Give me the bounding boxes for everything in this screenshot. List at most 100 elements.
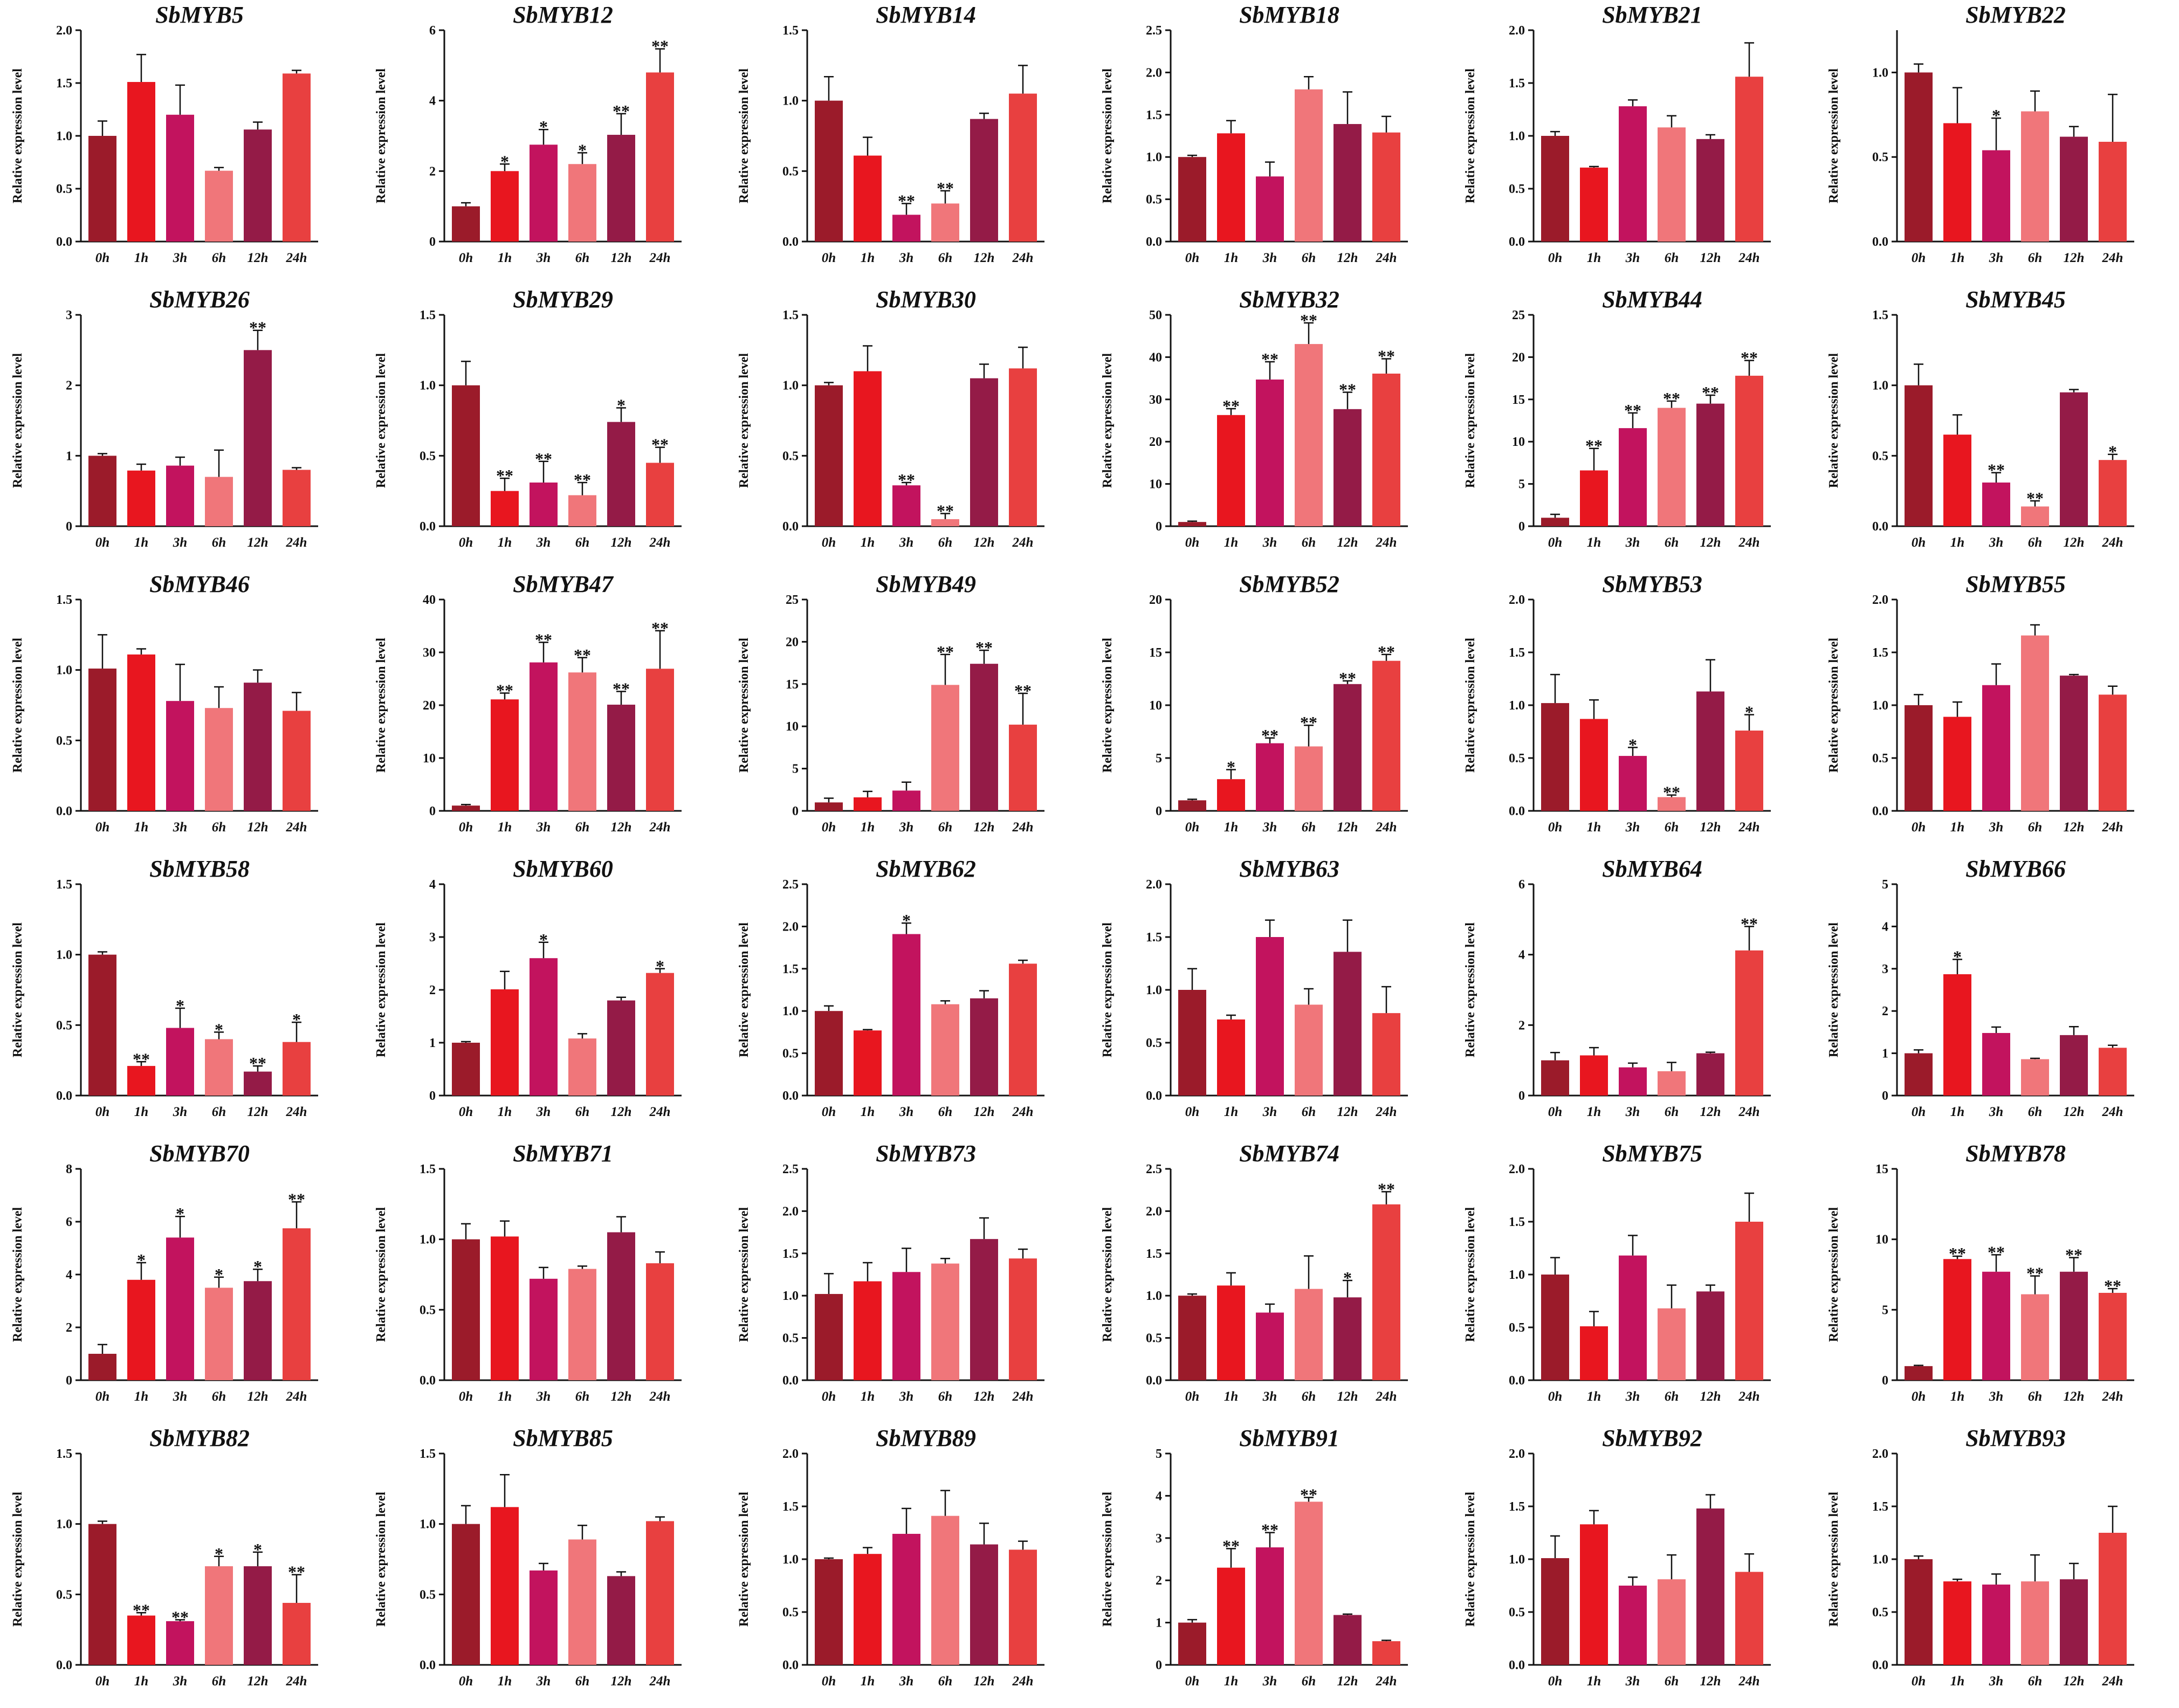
x-tick-label: 12h (611, 535, 632, 550)
y-axis-label: Relative expression level (737, 1207, 751, 1342)
x-tick-label: 1h (1587, 1674, 1601, 1689)
y-tick-label: 2 (66, 1321, 72, 1335)
x-tick-label: 3h (1625, 820, 1640, 835)
significance-marker: ** (1378, 642, 1395, 662)
x-tick-label: 1h (1224, 535, 1238, 550)
bar (452, 1043, 480, 1096)
y-axis-label: Relative expression level (737, 638, 751, 773)
x-tick-label: 24h (1738, 820, 1760, 835)
y-axis-label: Relative expression level (1101, 1207, 1115, 1342)
chart-panel: SbMYB66 Relative expression level 0 1 2 3 4 5 0h… (1827, 856, 2134, 1119)
y-tick-label: 5 (1882, 1303, 1888, 1317)
significance-marker: ** (2065, 1245, 2082, 1265)
y-tick-label: 0.5 (1872, 150, 1888, 164)
bar (127, 1066, 155, 1096)
x-tick-label: 0h (1548, 251, 1562, 265)
x-tick-label: 3h (899, 1674, 913, 1689)
y-tick-label: 1.5 (420, 1162, 436, 1176)
x-tick-label: 3h (1625, 535, 1640, 550)
y-tick-label: 1.0 (1872, 66, 1888, 80)
y-tick-label: 1.0 (1872, 1553, 1888, 1567)
x-tick-label: 0h (1548, 1674, 1562, 1689)
bar (970, 378, 998, 526)
bar (166, 1237, 194, 1380)
x-tick-label: 12h (2064, 535, 2085, 550)
bar (244, 1566, 272, 1665)
y-tick-label: 0 (429, 235, 436, 249)
significance-marker: ** (1222, 1536, 1240, 1555)
x-tick-label: 1h (498, 1105, 512, 1119)
x-tick-label: 24h (1738, 1674, 1760, 1689)
x-tick-label: 1h (1587, 1105, 1601, 1119)
y-tick-label: 0.5 (782, 1047, 799, 1061)
significance-marker: * (253, 1257, 262, 1276)
x-tick-label: 24h (286, 1389, 307, 1404)
bar (1905, 1053, 1933, 1096)
bar (1217, 1567, 1245, 1665)
x-tick-label: 3h (536, 535, 551, 550)
y-tick-label: 0 (1156, 1658, 1162, 1672)
bar (1541, 518, 1569, 526)
x-tick-label: 24h (1376, 251, 1397, 265)
bar (931, 1263, 959, 1380)
chart-panel: SbMYB22 Relative expression level 0.0 0.5 1.… (1827, 2, 2134, 265)
bar (1905, 1559, 1933, 1665)
bar (1009, 1258, 1037, 1380)
bar (1178, 522, 1206, 526)
y-tick-label: 40 (1149, 350, 1162, 364)
x-tick-label: 0h (1548, 820, 1562, 835)
y-tick-label: 2.5 (782, 1162, 799, 1176)
x-tick-label: 24h (1738, 251, 1760, 265)
bar (452, 1524, 480, 1665)
y-tick-label: 15 (1149, 646, 1162, 660)
chart-panel: SbMYB64 Relative expression level 0 2 4 6 0h 1h… (1463, 856, 1771, 1119)
significance-marker: ** (937, 642, 954, 662)
bar (2099, 1292, 2127, 1380)
bar (1943, 974, 1971, 1096)
significance-marker: ** (613, 101, 630, 121)
x-tick-label: 6h (938, 251, 952, 265)
bar (491, 491, 519, 526)
bar (1295, 1004, 1323, 1096)
y-tick-label: 0.5 (782, 449, 799, 463)
x-tick-label: 6h (1302, 1674, 1316, 1689)
y-tick-label: 1.0 (56, 948, 72, 962)
bar (1217, 1019, 1245, 1096)
significance-marker: ** (1261, 726, 1278, 745)
panel-title: SbMYB45 (1965, 286, 2066, 313)
panel-title: SbMYB93 (1965, 1425, 2066, 1451)
x-tick-label: 24h (1012, 251, 1034, 265)
x-tick-label: 12h (974, 1389, 995, 1404)
bar (854, 1281, 882, 1380)
y-tick-label: 10 (786, 720, 799, 734)
bar (931, 1004, 959, 1096)
y-tick-label: 4 (429, 94, 436, 108)
panel-title: SbMYB22 (1965, 2, 2066, 28)
x-tick-label: 0h (1912, 535, 1926, 550)
y-tick-label: 4 (1156, 1489, 1162, 1503)
x-tick-label: 12h (1337, 1105, 1358, 1119)
x-tick-label: 0h (1912, 1389, 1926, 1404)
bar (491, 989, 519, 1096)
x-tick-label: 24h (1738, 535, 1760, 550)
y-axis-label: Relative expression level (1827, 68, 1841, 204)
y-tick-label: 0.0 (1509, 1374, 1525, 1388)
y-tick-label: 5 (1156, 752, 1162, 766)
bar (283, 470, 311, 526)
y-tick-label: 2.0 (1509, 1447, 1525, 1461)
chart-panel: SbMYB12 Relative expression level 0 2 4 6 0h * 1… (374, 2, 682, 265)
y-tick-label: 5 (1156, 1447, 1162, 1461)
chart-panel: SbMYB60 Relative expression level 0 1 2 3 4 0h 1… (374, 856, 682, 1119)
x-tick-label: 12h (974, 251, 995, 265)
bar (1541, 1060, 1569, 1096)
panel-title: SbMYB75 (1602, 1140, 1702, 1167)
bar (892, 790, 920, 811)
y-tick-label: 2.0 (1146, 1204, 1162, 1218)
x-tick-label: 0h (95, 820, 109, 835)
x-tick-label: 12h (248, 820, 269, 835)
x-tick-label: 0h (95, 1389, 109, 1404)
x-tick-label: 3h (536, 1389, 551, 1404)
x-tick-label: 1h (1587, 1389, 1601, 1404)
y-axis-label: Relative expression level (374, 1207, 388, 1342)
x-tick-label: 3h (1989, 251, 2003, 265)
